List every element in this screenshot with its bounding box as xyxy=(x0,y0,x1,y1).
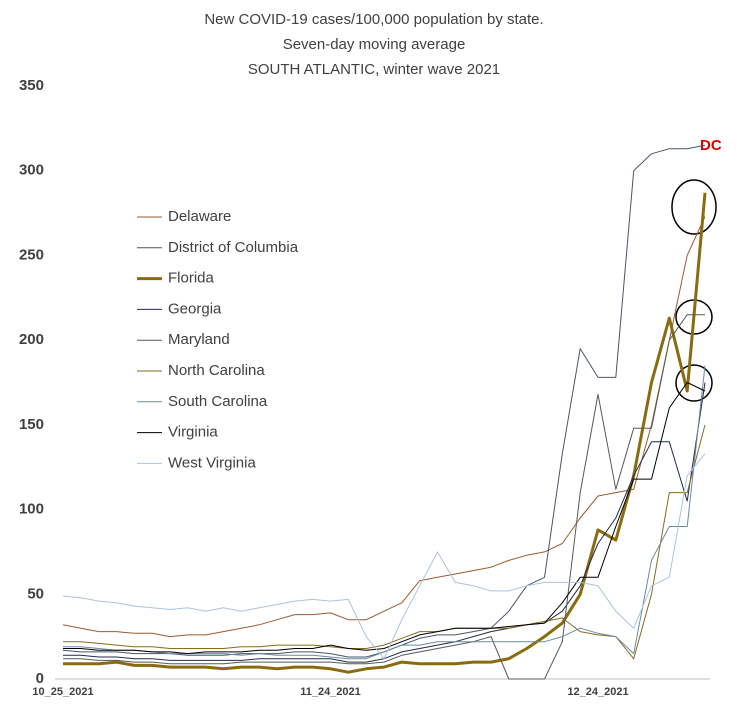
legend-label: Maryland xyxy=(168,331,230,348)
y-tick-label: 150 xyxy=(19,416,44,433)
series-line xyxy=(62,453,706,660)
chart-title: New COVID-19 cases/100,000 population by… xyxy=(204,11,543,28)
series-line xyxy=(63,424,706,660)
y-tick-label: 50 xyxy=(27,585,44,602)
legend-label: Florida xyxy=(168,270,215,287)
highlight-circle xyxy=(671,179,717,235)
y-tick-label: 200 xyxy=(19,331,44,348)
y-tick-label: 250 xyxy=(19,246,44,263)
legend-label: Virginia xyxy=(168,424,218,441)
x-tick-label: 11_24_2021 xyxy=(300,686,361,698)
legend-label: District of Columbia xyxy=(168,239,299,256)
legend-label: West Virginia xyxy=(168,454,256,471)
series-line xyxy=(63,382,706,655)
y-tick-label: 100 xyxy=(19,501,44,518)
x-tick-label: 12_24_2021 xyxy=(567,686,628,698)
series-line xyxy=(63,365,706,660)
annotation: DC xyxy=(700,137,722,154)
series-line xyxy=(62,216,706,638)
highlight-circle xyxy=(675,364,713,402)
y-tick-label: 0 xyxy=(36,670,44,687)
legend-label: South Carolina xyxy=(168,393,268,410)
series-line xyxy=(63,314,705,680)
chart-title: SOUTH ATLANTIC, winter wave 2021 xyxy=(248,61,500,78)
y-tick-label: 350 xyxy=(19,77,44,94)
y-tick-label: 300 xyxy=(19,162,44,179)
legend-label: Delaware xyxy=(168,208,231,225)
chart-title: Seven-day moving average xyxy=(283,36,466,53)
x-tick-label: 10_25_2021 xyxy=(32,686,93,698)
legend-label: Georgia xyxy=(168,300,222,317)
series-line xyxy=(63,192,707,674)
legend-label: North Carolina xyxy=(168,362,265,379)
